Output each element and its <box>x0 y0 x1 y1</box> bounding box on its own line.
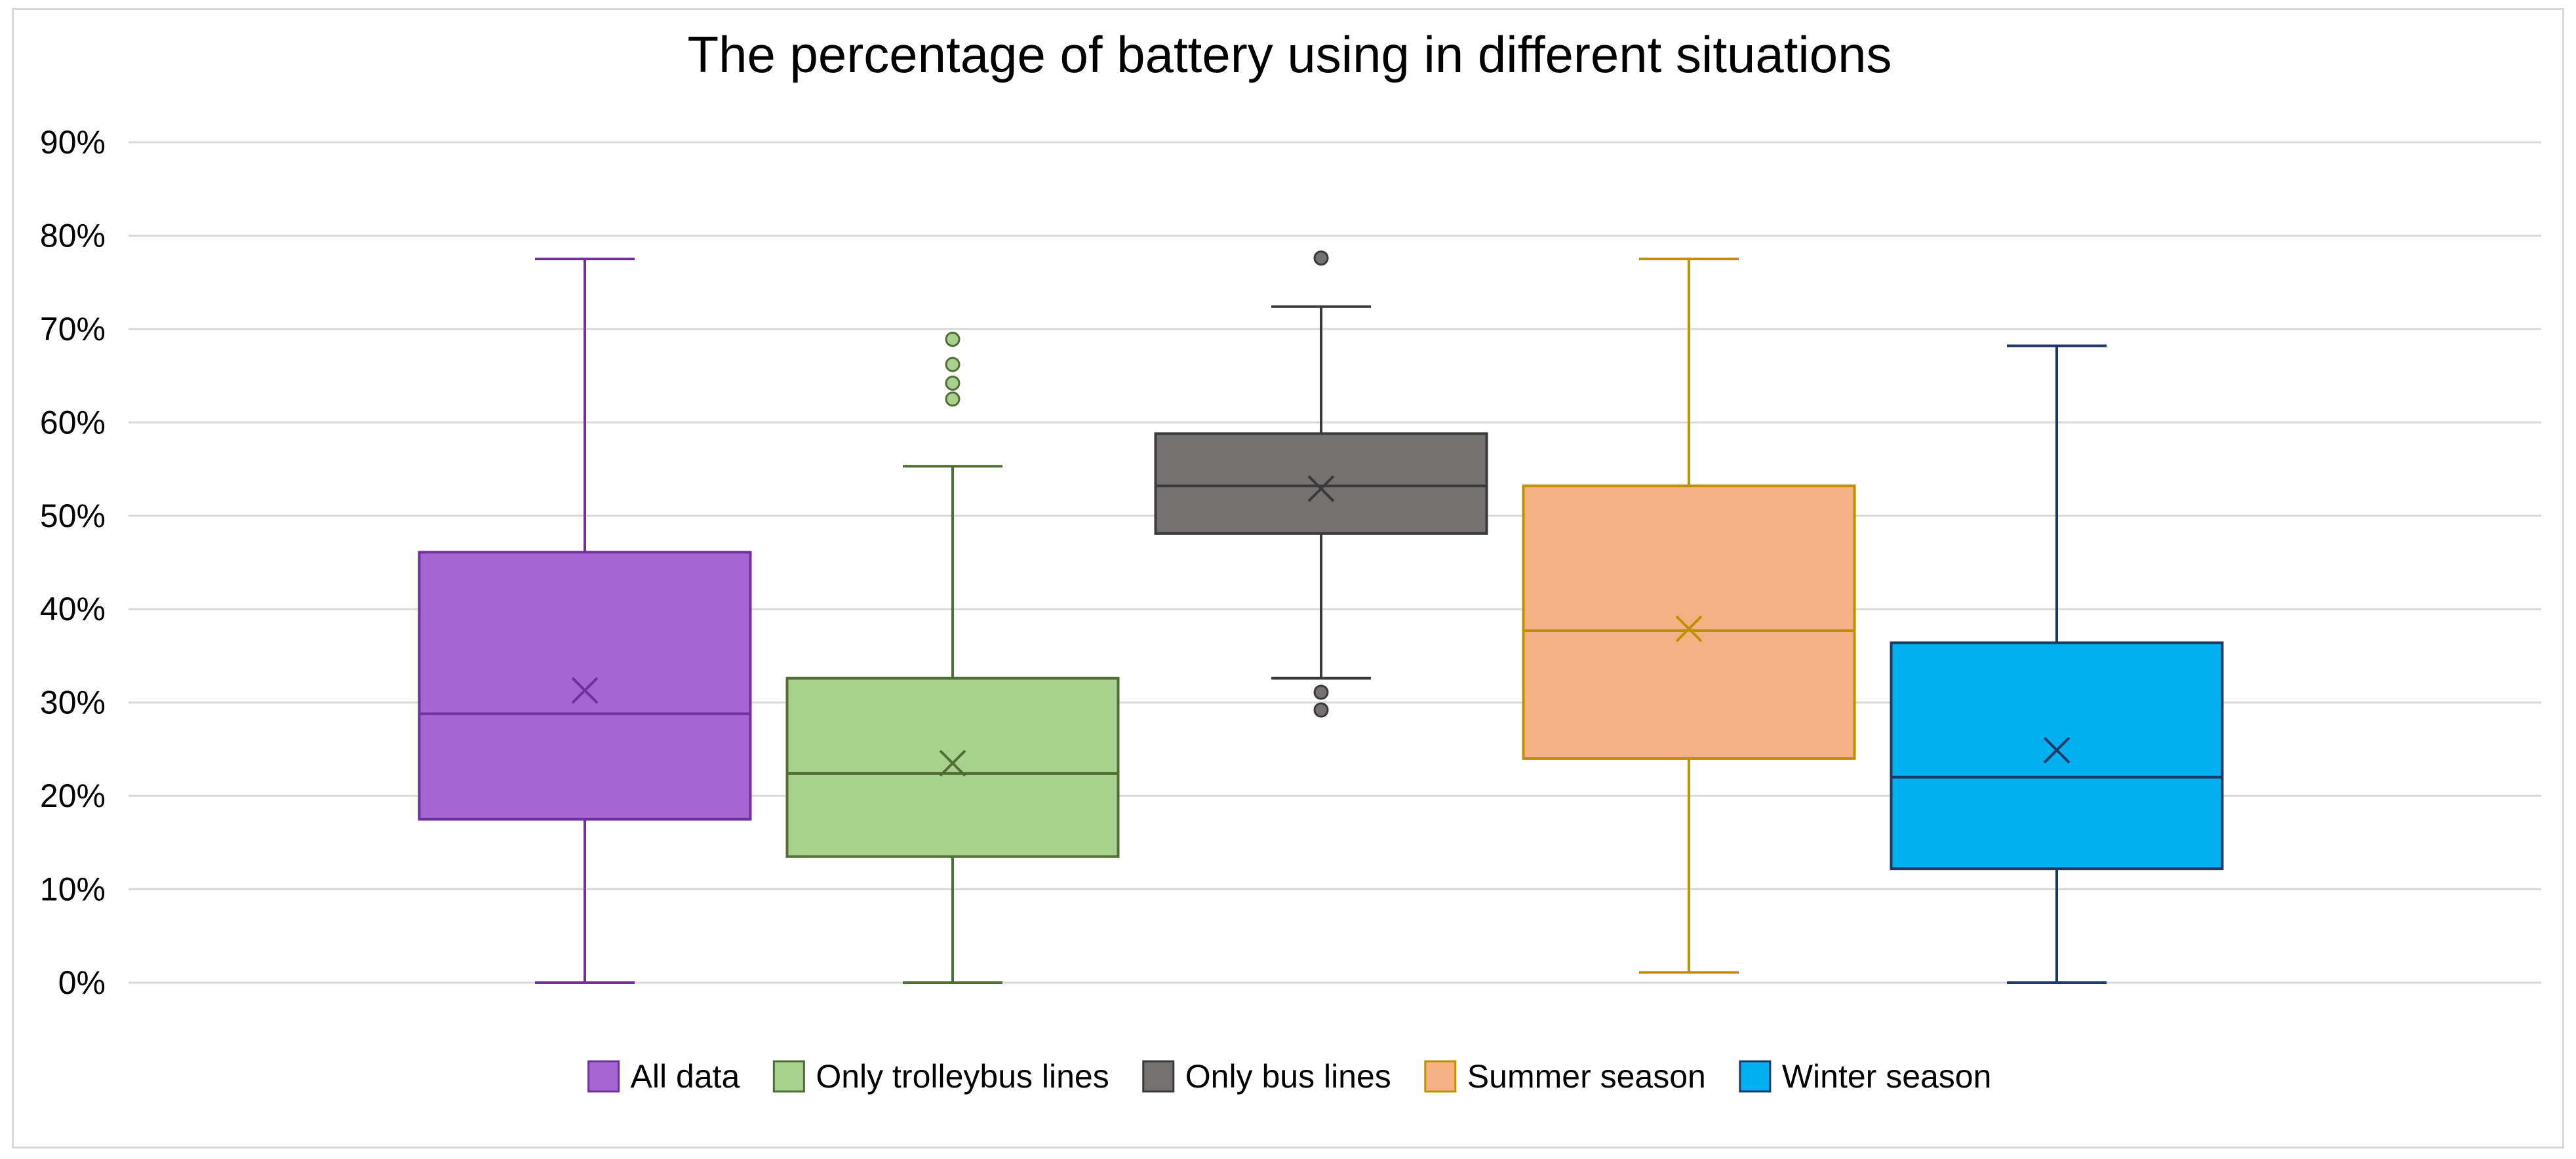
iqr-box <box>1154 432 1488 535</box>
y-tick-label-2: 20% <box>40 777 106 814</box>
legend-swatch-4 <box>1739 1060 1772 1093</box>
legend-label-0: All data <box>631 1058 740 1095</box>
iqr-box <box>418 551 752 821</box>
legend-swatch-2 <box>1142 1060 1175 1093</box>
box-plots <box>418 250 2224 984</box>
y-tick-label-7: 70% <box>40 311 106 347</box>
y-tick-label-6: 60% <box>40 404 106 441</box>
y-axis-tick-labels: 0% 10% 20% 30% 40% 50% 60% 70% 80% 90% <box>40 124 106 1001</box>
outlier-point-0 <box>945 391 961 407</box>
mean-marker-b <box>571 677 599 704</box>
chart-svg: The percentage of battery using in diffe… <box>40 26 2541 1095</box>
legend-label-3: Summer season <box>1467 1058 1706 1095</box>
box-series-4 <box>1890 344 2224 984</box>
iqr-box <box>785 677 1120 858</box>
legend-label-1: Only trolleybus lines <box>816 1058 1109 1095</box>
legend-swatch-0 <box>587 1060 620 1093</box>
outlier-point-1 <box>945 376 961 391</box>
y-tick-label-9: 90% <box>40 124 106 161</box>
outlier-point-3 <box>945 332 961 347</box>
outlier-point-0 <box>1313 702 1329 718</box>
outlier-point-2 <box>945 357 961 372</box>
box-series-3 <box>1522 258 1856 974</box>
mean-marker-b <box>1307 475 1335 502</box>
y-tick-label-1: 10% <box>40 871 106 908</box>
y-tick-label-5: 50% <box>40 498 106 534</box>
mean-marker-b <box>1675 615 1703 642</box>
legend-label-4: Winter season <box>1782 1058 1992 1095</box>
y-tick-label-3: 30% <box>40 684 106 721</box>
iqr-box <box>1890 641 2224 871</box>
legend: All data Only trolleybus lines Only bus li… <box>587 1058 1992 1095</box>
iqr-box <box>1522 484 1856 760</box>
box-series-0 <box>418 258 752 984</box>
legend-swatch-1 <box>772 1060 805 1093</box>
legend-label-2: Only bus lines <box>1185 1058 1391 1095</box>
outlier-point-1 <box>1313 684 1329 700</box>
outlier-point-2 <box>1313 250 1329 266</box>
box-series-1 <box>785 332 1120 984</box>
chart-frame: The percentage of battery using in diffe… <box>12 8 2564 1149</box>
y-tick-label-0: 0% <box>58 964 106 1001</box>
legend-swatch-3 <box>1424 1060 1457 1093</box>
mean-marker-b <box>2043 736 2071 764</box>
mean-marker-b <box>939 749 966 777</box>
box-series-2 <box>1154 250 1488 718</box>
chart-title: The percentage of battery using in diffe… <box>687 26 1892 83</box>
y-tick-label-4: 40% <box>40 591 106 627</box>
y-tick-label-8: 80% <box>40 217 106 254</box>
